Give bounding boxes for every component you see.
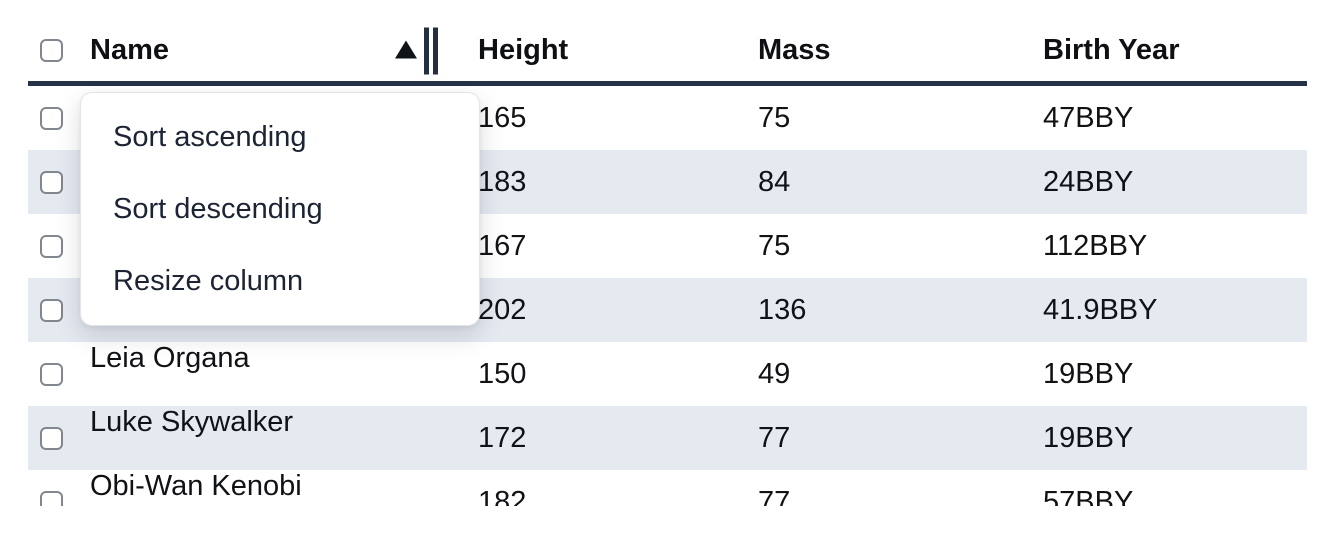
cell-birth-year: 19BBY	[1043, 421, 1134, 454]
cell-height: 150	[478, 357, 527, 390]
sort-ascending-icon	[395, 40, 417, 59]
column-header-name[interactable]: Name	[78, 20, 465, 81]
cell-mass: 136	[758, 293, 807, 326]
cell-mass: 84	[758, 165, 791, 198]
select-all-cell	[28, 39, 78, 62]
table-row: Obi-Wan Kenobi 182 77 57BBY	[28, 470, 1307, 506]
cell-birth-year: 47BBY	[1043, 101, 1134, 134]
menu-item-resize-column[interactable]: Resize column	[113, 264, 304, 297]
row-checkbox[interactable]	[40, 234, 63, 258]
cell-birth-year: 41.9BBY	[1043, 293, 1158, 326]
select-all-checkbox[interactable]	[40, 39, 63, 62]
row-checkbox[interactable]	[40, 298, 63, 322]
column-header-mass[interactable]: Mass	[758, 34, 831, 66]
menu-item-sort-descending[interactable]: Sort descending	[113, 192, 323, 225]
cell-mass: 75	[758, 229, 791, 262]
table-header-row: Name Height Mass Birth Year	[28, 20, 1307, 86]
cell-birth-year: 24BBY	[1043, 165, 1134, 198]
menu-item-sort-ascending[interactable]: Sort ascending	[113, 120, 307, 153]
cell-height: 183	[478, 165, 527, 198]
table-row: Leia Organa 150 49 19BBY	[28, 342, 1307, 406]
cell-height: 172	[478, 421, 527, 454]
cell-name: Leia Organa	[90, 342, 250, 374]
cell-height: 182	[478, 485, 527, 507]
cell-birth-year: 57BBY	[1043, 485, 1134, 507]
data-table: Name Height Mass Birth Year 165 75 47BBY…	[28, 0, 1307, 506]
cell-mass: 75	[758, 101, 791, 134]
cell-mass: 77	[758, 485, 791, 507]
row-checkbox[interactable]	[40, 426, 63, 450]
cell-mass: 49	[758, 357, 791, 390]
table-row: Luke Skywalker 172 77 19BBY	[28, 406, 1307, 470]
column-header-birth-year[interactable]: Birth Year	[1043, 34, 1180, 66]
row-checkbox[interactable]	[40, 170, 63, 194]
cell-height: 167	[478, 229, 527, 262]
cell-name: Obi-Wan Kenobi	[90, 470, 302, 502]
cell-height: 202	[478, 293, 527, 326]
column-header-name-label: Name	[90, 34, 169, 66]
cell-birth-year: 112BBY	[1043, 229, 1148, 262]
column-resize-handle-icon[interactable]	[424, 27, 438, 74]
column-header-height[interactable]: Height	[478, 34, 569, 66]
row-checkbox[interactable]	[40, 362, 63, 386]
cell-birth-year: 19BBY	[1043, 357, 1134, 390]
cell-height: 165	[478, 101, 527, 134]
row-checkbox[interactable]	[40, 490, 63, 506]
row-checkbox[interactable]	[40, 106, 63, 130]
cell-mass: 77	[758, 421, 791, 454]
column-context-menu: Sort ascending Sort descending Resize co…	[80, 92, 480, 326]
cell-name: Luke Skywalker	[90, 406, 294, 438]
